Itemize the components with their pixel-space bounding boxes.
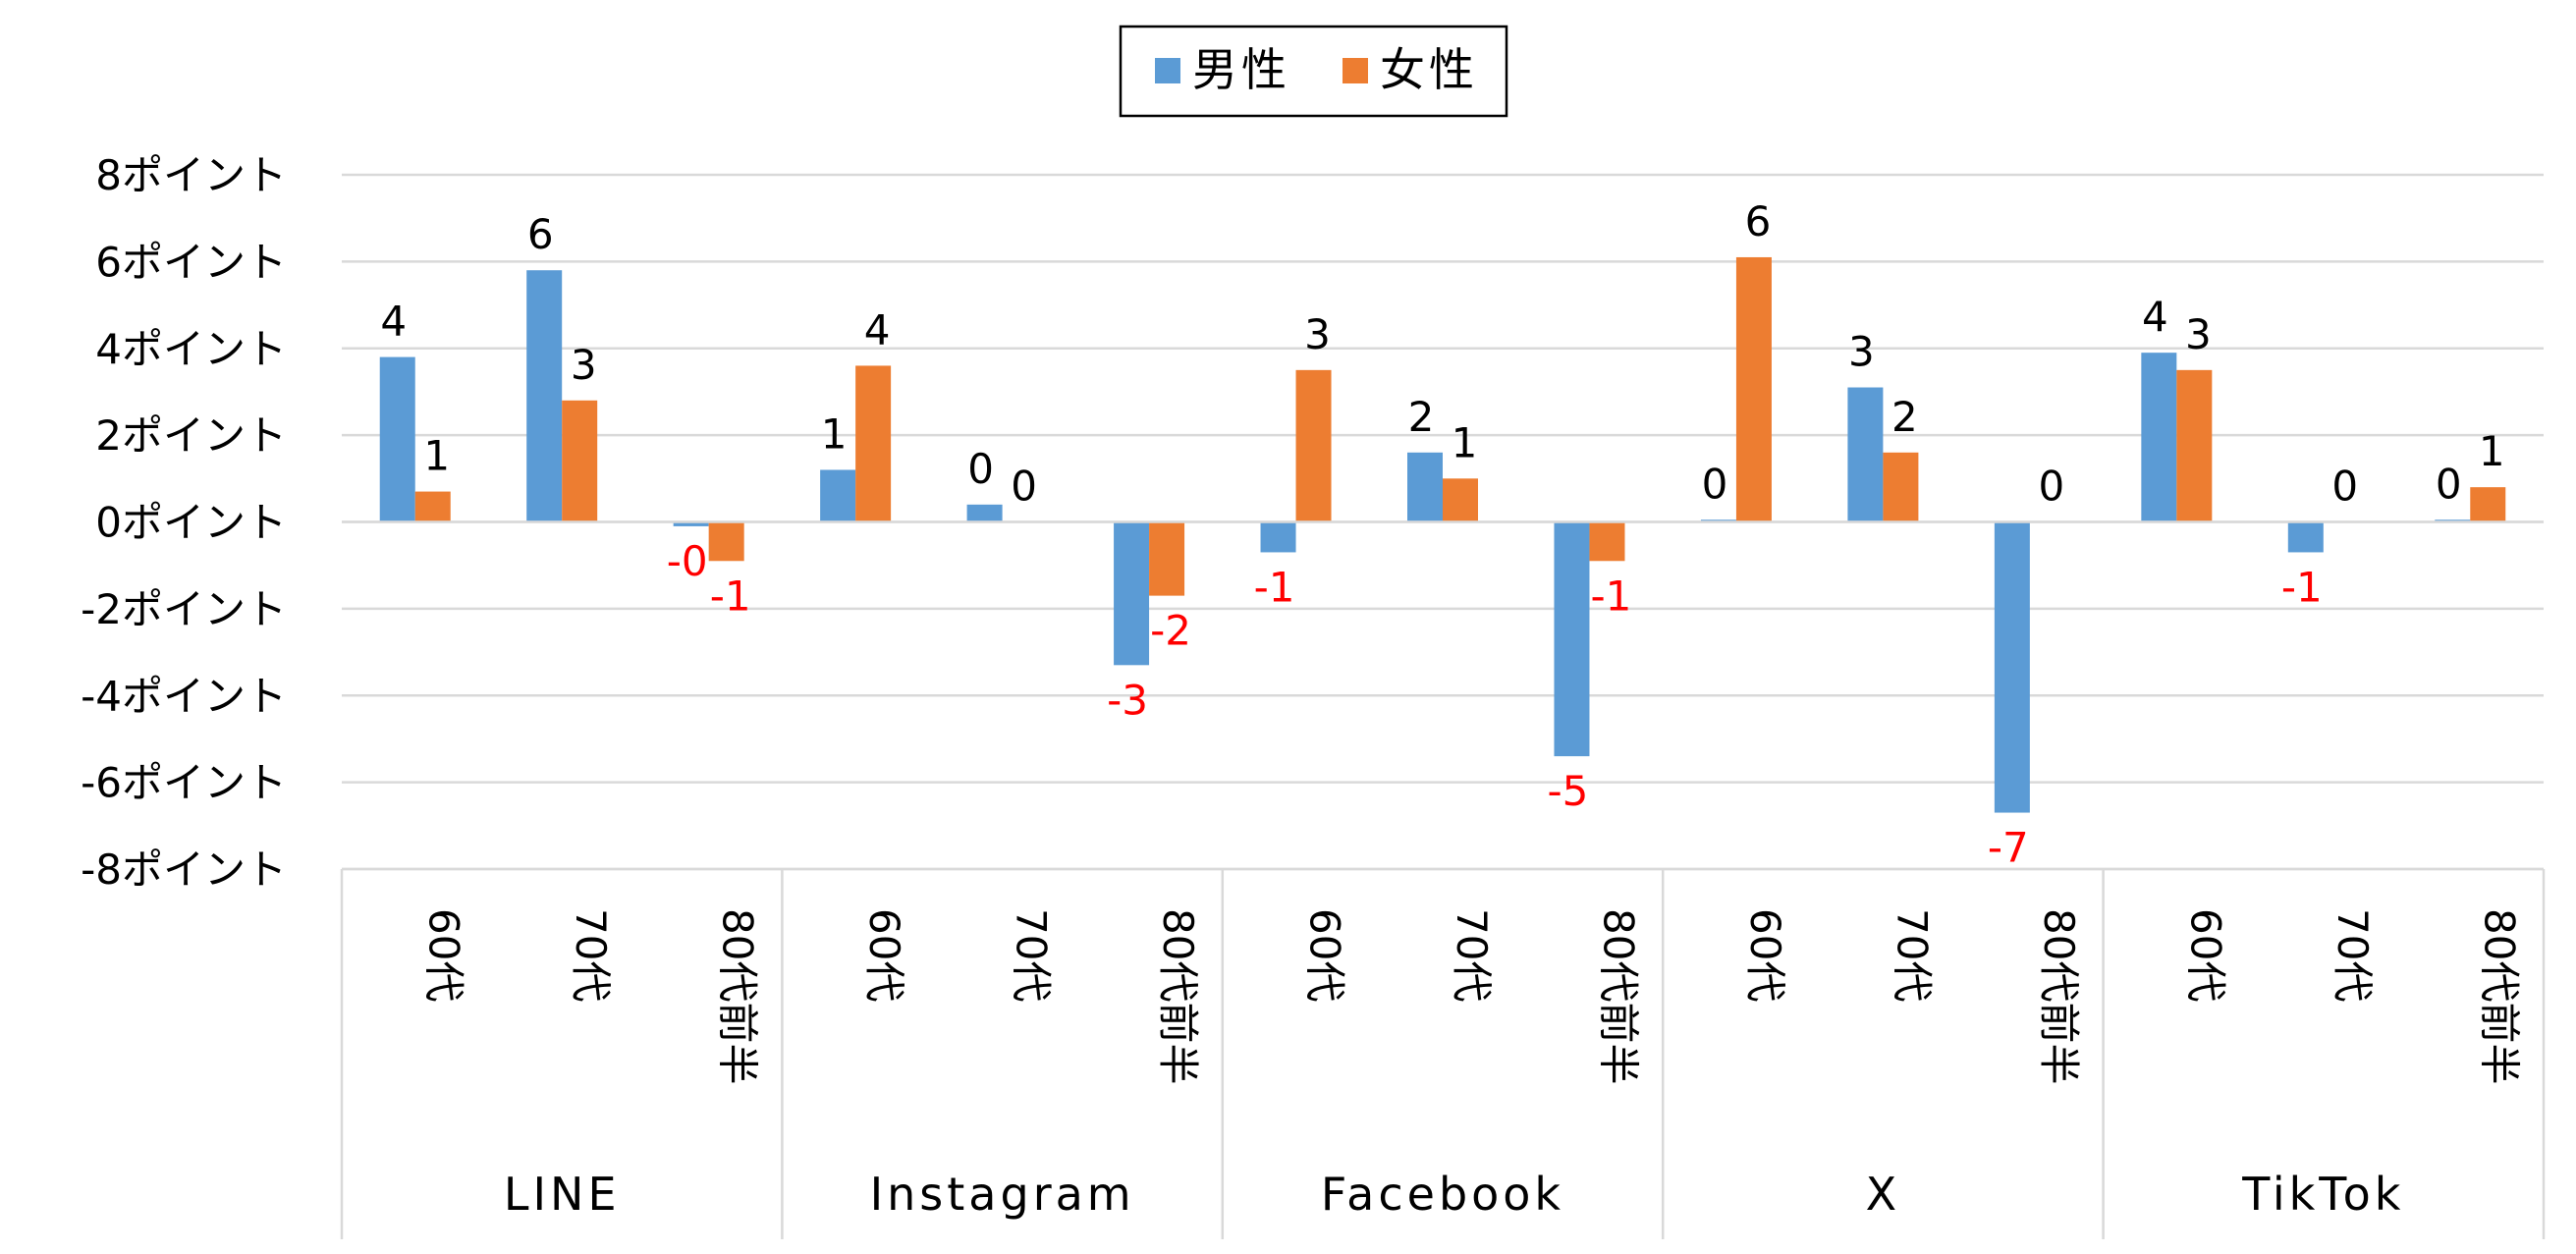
bar — [1149, 521, 1185, 596]
group-label: TikTok — [2241, 1168, 2404, 1221]
category-label: 60代 — [2181, 908, 2229, 1002]
data-label: 3 — [571, 341, 597, 389]
category-label: 70代 — [1888, 908, 1936, 1002]
data-label: -1 — [1591, 572, 1632, 620]
category-label: 80代前半 — [2475, 908, 2523, 1084]
bar — [1114, 521, 1150, 666]
y-tick-label: 4ポイント — [95, 325, 287, 373]
data-label: 2 — [1891, 393, 1918, 441]
data-label: 4 — [380, 298, 407, 346]
data-label: -5 — [1548, 767, 1589, 815]
category-label: 60代 — [1741, 908, 1789, 1002]
data-label: 0 — [2038, 463, 2064, 511]
data-label: -1 — [710, 572, 751, 620]
bar — [414, 491, 451, 522]
bar — [1443, 478, 1478, 522]
y-tick-label: 6ポイント — [95, 238, 287, 286]
bar — [1260, 521, 1296, 553]
bar — [1994, 521, 2030, 813]
bar — [1295, 369, 1332, 522]
group-label: LINE — [504, 1168, 621, 1221]
data-label: 2 — [1408, 393, 1435, 441]
data-label: 3 — [1304, 310, 1331, 358]
category-label: 60代 — [1301, 908, 1349, 1002]
bar — [1847, 387, 1884, 522]
legend-label: 男性 — [1192, 43, 1290, 96]
data-label: -7 — [1988, 824, 2029, 872]
y-tick-label: -4ポイント — [81, 672, 287, 720]
y-tick-label: 8ポイント — [95, 151, 287, 199]
bar — [562, 400, 598, 522]
bar — [855, 365, 892, 522]
category-label: 60代 — [420, 908, 468, 1002]
category-label: 80代前半 — [1594, 908, 1642, 1084]
bar — [1554, 521, 1590, 757]
data-label: 0 — [1702, 460, 1728, 508]
category-label: 60代 — [860, 908, 908, 1002]
category-label: 70代 — [2329, 908, 2377, 1002]
bars — [379, 256, 2506, 813]
bar — [2176, 369, 2213, 522]
data-label: 1 — [423, 432, 450, 480]
category-label: 80代前半 — [2035, 908, 2083, 1084]
y-tick-label: -2ポイント — [81, 585, 287, 633]
data-label: 6 — [1745, 197, 1772, 245]
category-label: 80代前半 — [1154, 908, 1202, 1084]
data-label: -3 — [1107, 676, 1148, 724]
x-axis: 60代 70代 80代前半 LINE 60代 70代 80代前半 Instagram 60代 70… — [340, 520, 2546, 1239]
y-tick-label: -6ポイント — [81, 759, 287, 807]
legend-box — [1119, 25, 1508, 118]
data-label: -2 — [1150, 607, 1191, 655]
data-label: 4 — [2142, 293, 2168, 341]
category-label: 70代 — [1008, 908, 1056, 1002]
bar — [526, 270, 563, 522]
legend-label: 女性 — [1380, 43, 1478, 96]
bar — [1589, 521, 1625, 562]
data-label: 6 — [527, 210, 554, 258]
bar — [673, 521, 709, 526]
group-label: X — [1866, 1168, 1901, 1221]
data-label: 4 — [864, 305, 891, 354]
category-label: 80代前半 — [714, 908, 762, 1084]
y-tick-label: -8ポイント — [81, 845, 287, 894]
category-label: 70代 — [1448, 908, 1496, 1002]
y-tick-label: 0ポイント — [95, 499, 287, 547]
bar — [379, 356, 415, 522]
data-label: 3 — [2185, 310, 2212, 358]
data-label: 0 — [2436, 460, 2462, 508]
bar — [1883, 452, 1919, 522]
data-label: 3 — [1848, 328, 1875, 376]
data-label: 1 — [2479, 427, 2505, 475]
bar — [1407, 452, 1443, 522]
data-label: 1 — [821, 409, 848, 458]
group-label: Instagram — [870, 1168, 1135, 1221]
category-label: 70代 — [567, 908, 615, 1002]
bar — [2470, 487, 2506, 522]
group-label: Facebook — [1321, 1168, 1564, 1221]
data-label: 0 — [2331, 463, 2358, 511]
bar — [1735, 256, 1772, 522]
data-label: -0 — [667, 537, 708, 585]
data-label: 0 — [967, 445, 994, 493]
legend-swatch — [1343, 58, 1368, 83]
data-label: -1 — [1254, 563, 1295, 611]
legend-swatch — [1155, 58, 1180, 83]
y-tick-label: 2ポイント — [95, 411, 287, 460]
bar — [708, 521, 744, 562]
bar — [2287, 521, 2324, 553]
legend: 男性 女性 — [1119, 25, 1508, 118]
bar — [966, 504, 1003, 522]
data-label: 0 — [1011, 463, 1037, 511]
data-label: -1 — [2281, 563, 2323, 611]
data-label: 1 — [1452, 418, 1478, 466]
bar — [2141, 353, 2177, 522]
bar — [820, 469, 856, 522]
y-axis-labels: 8ポイント 6ポイント 4ポイント 2ポイント 0ポイント -2ポイント -4ポイント -6ポ… — [81, 151, 287, 894]
